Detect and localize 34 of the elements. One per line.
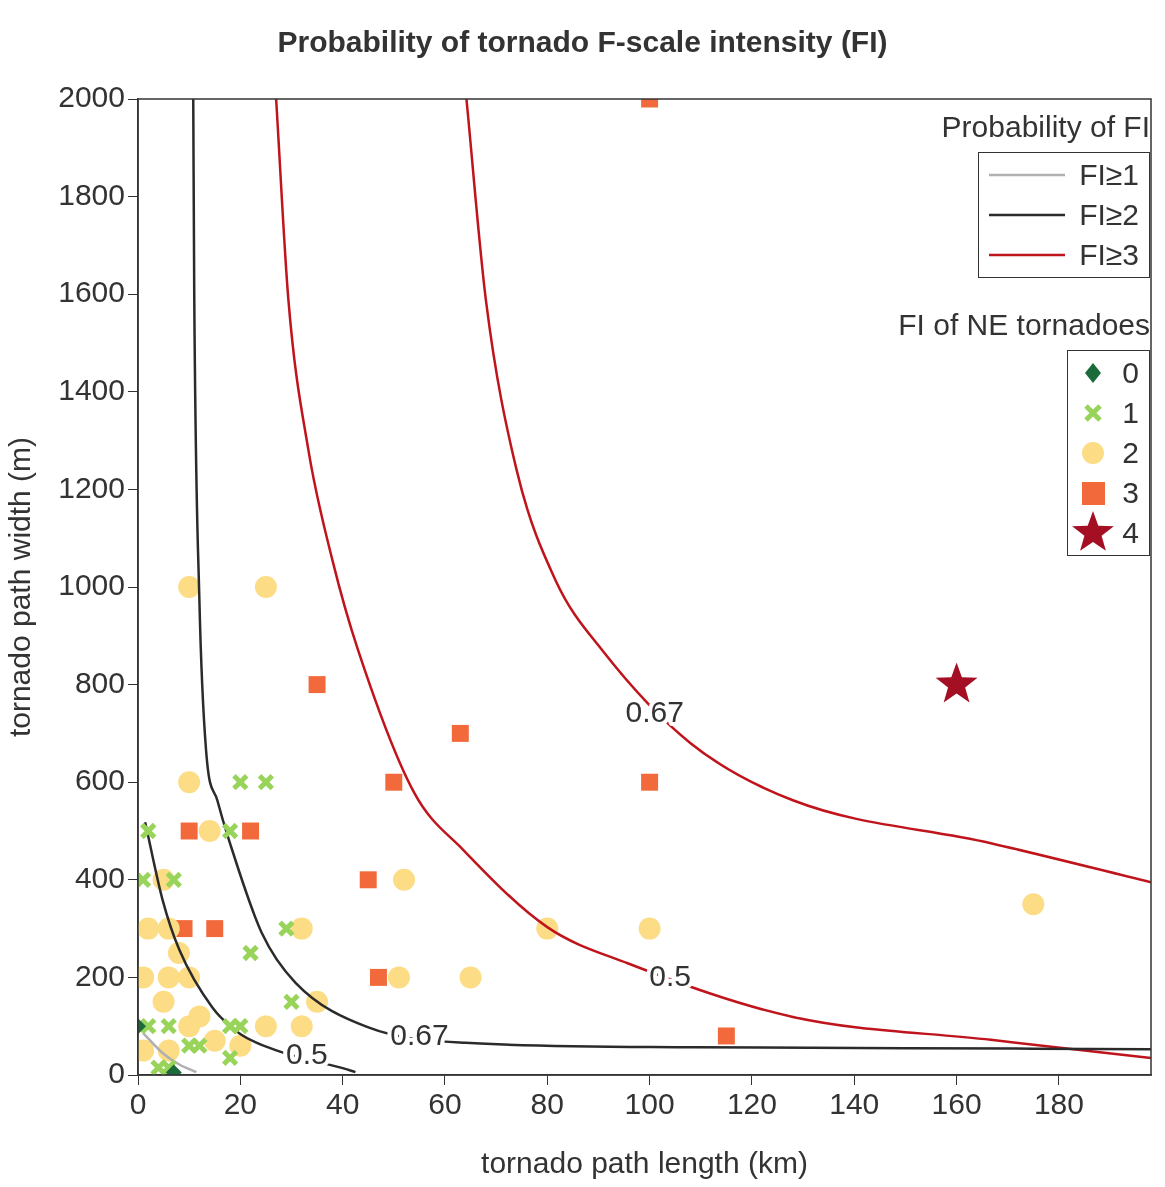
x-tick-label: 40 — [325, 1087, 360, 1121]
legend-label: FI≥2 — [1079, 198, 1139, 232]
y-tick-label: 1000 — [58, 568, 125, 602]
x-tick-label: 80 — [530, 1087, 564, 1121]
legend-label: FI≥3 — [1079, 238, 1139, 272]
y-tick-label: 600 — [74, 763, 125, 797]
y-tick-label: 1400 — [58, 373, 125, 407]
x-tick-label: 0 — [129, 1087, 147, 1121]
y-tick-label: 0 — [108, 1056, 125, 1090]
legend-label: 3 — [1122, 476, 1139, 510]
y-tick-label: 1200 — [58, 470, 125, 504]
y-tick-label: 2000 — [58, 80, 125, 114]
legend-title: Probability of FI — [940, 110, 1150, 144]
y-tick-label: 200 — [74, 958, 125, 992]
legend-label: 2 — [1122, 436, 1139, 470]
annotation: FI of NE tornadoes — [898, 308, 1150, 342]
legend-label: 1 — [1122, 396, 1139, 430]
x-tick-label: 100 — [624, 1087, 675, 1121]
x-tick-label: 120 — [726, 1087, 777, 1121]
x-tick-label: 60 — [428, 1087, 462, 1121]
y-tick-label: 800 — [74, 665, 125, 699]
legend-label: 4 — [1122, 516, 1139, 550]
x-axis-title: tornado path length (km) — [481, 1146, 808, 1180]
y-tick-label: 400 — [74, 861, 125, 895]
y-tick-label: 1600 — [58, 275, 125, 309]
legend-label: 0 — [1122, 356, 1139, 390]
x-tick-label: 160 — [931, 1087, 982, 1121]
y-tick-label: 1800 — [58, 177, 125, 211]
x-tick-label: 20 — [223, 1087, 258, 1121]
chart-title: Probability of tornado F-scale intensity (FI) — [277, 25, 888, 59]
x-tick-label: 180 — [1033, 1087, 1084, 1121]
legend-label: FI≥1 — [1079, 158, 1139, 192]
x-tick-label: 140 — [829, 1087, 880, 1121]
y-axis-title: tornado path width (m) — [3, 436, 37, 738]
